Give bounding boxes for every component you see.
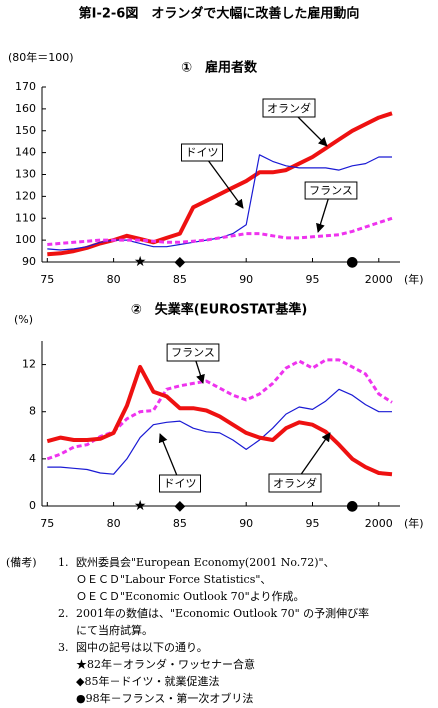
series-line xyxy=(47,111,393,257)
x-tick-label: 95 xyxy=(305,273,319,286)
event-marker: ★ xyxy=(134,254,147,270)
x-tick-label: 95 xyxy=(305,517,319,530)
callout-box xyxy=(166,343,220,362)
callout-box xyxy=(304,181,358,200)
series-label: オランダ xyxy=(273,476,317,490)
note-number: 1. xyxy=(58,556,69,569)
note-line: ＯＥＣＤ"Economic Outlook 70"より作成。 xyxy=(76,590,304,603)
note-line: 欧州委員会"European Economy(2001 No.72)"、 xyxy=(76,556,335,569)
series-label: ドイツ xyxy=(164,477,197,490)
y-tick-label: 12 xyxy=(22,358,36,371)
y-tick-label: 130 xyxy=(15,168,36,181)
y-axis-label: (80年＝100) xyxy=(8,50,74,64)
note-line: にて当府試算。 xyxy=(76,623,153,637)
chart-title: ① 雇用者数 xyxy=(181,60,258,76)
x-tick-label: 85 xyxy=(173,517,187,530)
event-marker: ◆ xyxy=(175,498,186,514)
callout-box xyxy=(268,473,322,493)
y-tick-label: 100 xyxy=(15,233,36,246)
note-line: ★82年－オランダ・ワッセナー合意 xyxy=(76,657,255,671)
callout-box xyxy=(181,143,223,162)
x-tick-label: 90 xyxy=(239,517,253,530)
series-label: オランダ xyxy=(267,101,311,115)
figure-title: 第Ⅰ-2-6図 オランダで大幅に改善した雇用動向 xyxy=(79,6,360,22)
note-number: 2. xyxy=(58,607,69,620)
event-marker: ◆ xyxy=(175,254,186,270)
y-tick-label: 160 xyxy=(15,102,36,115)
x-tick-label: 80 xyxy=(107,517,121,530)
x-tick-label: 80 xyxy=(107,273,121,286)
x-tick-label: 2000 xyxy=(365,273,393,286)
note-line: ●98年－フランス・第一次オブリ法 xyxy=(76,691,253,705)
x-tick-label: 2000 xyxy=(365,517,393,530)
x-axis-label: (年) xyxy=(404,272,424,286)
series-label: フランス xyxy=(309,184,353,197)
x-tick-label: 85 xyxy=(173,273,187,286)
callout-box xyxy=(159,474,201,493)
x-tick-label: 75 xyxy=(40,273,54,286)
series-line xyxy=(47,388,392,475)
note-line: 図中の記号は以下の通り。 xyxy=(76,640,208,654)
event-marker: ★ xyxy=(134,498,147,514)
event-marker: ● xyxy=(346,498,358,514)
x-axis-label: (年) xyxy=(404,516,424,530)
y-tick-label: 110 xyxy=(15,211,36,224)
notes-label: (備考) xyxy=(6,556,37,569)
y-tick-label: 140 xyxy=(15,146,36,159)
y-axis-label: (%) xyxy=(14,313,33,326)
series-line xyxy=(46,364,393,477)
y-tick-label: 0 xyxy=(29,499,36,512)
y-tick-label: 4 xyxy=(29,452,36,465)
note-number: 3. xyxy=(58,641,69,654)
y-tick-label: 150 xyxy=(15,124,36,137)
chart-title: ② 失業率(EUROSTAT基準) xyxy=(131,302,308,318)
note-line: ＯＥＣＤ"Labour Force Statistics"、 xyxy=(76,573,271,586)
y-tick-label: 90 xyxy=(22,255,36,268)
series-line xyxy=(47,154,392,251)
series-label: フランス xyxy=(171,346,215,359)
series-label: ドイツ xyxy=(186,146,219,159)
x-tick-label: 90 xyxy=(239,273,253,286)
note-line: 2001年の数値は、"Economic Outlook 70" の予測伸び率 xyxy=(76,606,369,620)
series-line xyxy=(47,216,393,246)
x-tick-label: 75 xyxy=(40,517,54,530)
callout-box xyxy=(262,98,316,118)
y-tick-label: 120 xyxy=(15,189,36,202)
note-line: ◆85年－ドイツ・就業促進法 xyxy=(76,674,219,688)
event-marker: ● xyxy=(346,254,358,270)
y-tick-label: 8 xyxy=(29,405,36,418)
y-tick-label: 170 xyxy=(15,80,36,93)
